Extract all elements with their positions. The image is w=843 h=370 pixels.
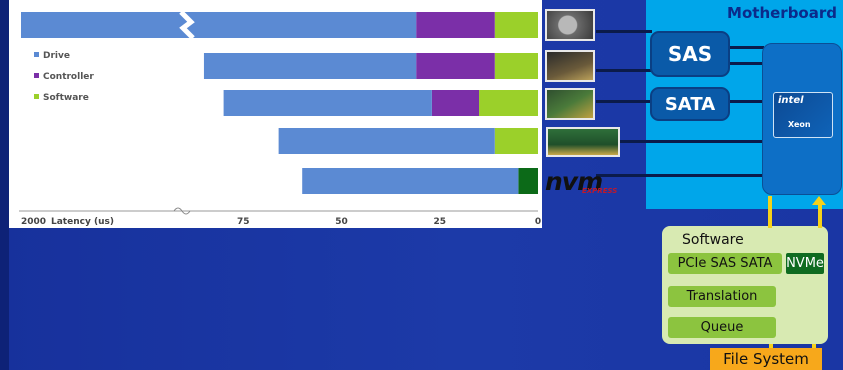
sata-ssd-image [545,88,595,120]
legend-label-software: Software [43,93,89,103]
queue-box: Queue [668,317,776,338]
arrow-up-icon [812,196,826,205]
bar-controller-1 [416,53,495,79]
bar-controller-2 [431,90,480,116]
latency-chart: Drive Controller Software 2000 75 50 25 0 Laten… [19,10,541,227]
bar-controller-0 [416,12,495,38]
x-tick-label: 50 [335,217,348,227]
latency-chart-panel: Drive Controller Software 2000 75 50 25 0 Laten… [9,0,542,228]
translation-box: Translation [668,286,776,307]
bus-line [728,100,764,103]
bus-line [596,140,764,143]
legend-label-controller: Controller [43,72,94,82]
legend-label-drive: Drive [43,51,70,61]
pcie-sas-sata-box: PCIe SAS SATA [668,253,782,274]
bus-line [596,100,650,103]
legend-swatch-drive [34,52,39,57]
sas-ssd-image [545,50,595,82]
sata-controller: SATA [650,87,730,121]
bar-drive-1 [203,53,417,79]
x-tick-label: 0 [535,217,541,227]
pcie-ssd-card-image [546,127,620,157]
bus-line [728,62,764,65]
bus-line [596,69,652,72]
bar-software-2 [479,90,538,116]
x-tick-label: 2000 [21,217,46,227]
cpu-chip: intel Xeon [762,43,842,195]
bar-software-4 [518,168,538,194]
nvm-express-sub: EXPRESS [582,187,618,195]
file-system-box: File System [710,348,822,370]
x-tick-label: 75 [237,217,250,227]
bar-drive-0 [21,12,417,38]
bar-software-3 [494,128,538,154]
arrow-line [768,196,772,228]
intel-logo: intel [778,95,804,106]
arrow-line [812,344,816,350]
axis-break-squiggle [173,207,191,215]
x-tick-label: 25 [433,217,446,227]
arrow-line [769,344,773,350]
axis-break-mark [179,10,195,40]
bar-software-1 [494,53,538,79]
intel-xeon-badge: intel Xeon [773,92,833,138]
software-stack-panel: Software PCIe SAS SATA NVMe Translation … [662,226,828,344]
xeon-label: Xeon [788,120,811,129]
nvme-box: NVMe [786,253,824,274]
arrow-line [818,204,822,228]
nvm-express-logo: nvm [545,167,603,196]
chart-legend: Drive Controller Software [34,51,94,103]
legend-swatch-controller [34,73,39,78]
bus-line [728,46,764,49]
hdd-image [545,9,595,41]
legend-swatch-software [34,94,39,99]
bar-drive-4 [302,168,519,194]
bus-line [596,30,652,33]
bar-drive-2 [223,90,432,116]
bus-line [596,174,764,177]
motherboard-label: Motherboard [727,4,837,22]
x-axis-label: Latency (us) [51,217,114,227]
sas-controller: SAS [650,31,730,77]
slide-left-edge [0,0,9,370]
bar-software-0 [494,12,538,38]
software-title: Software [682,232,744,248]
bar-drive-3 [278,128,495,154]
